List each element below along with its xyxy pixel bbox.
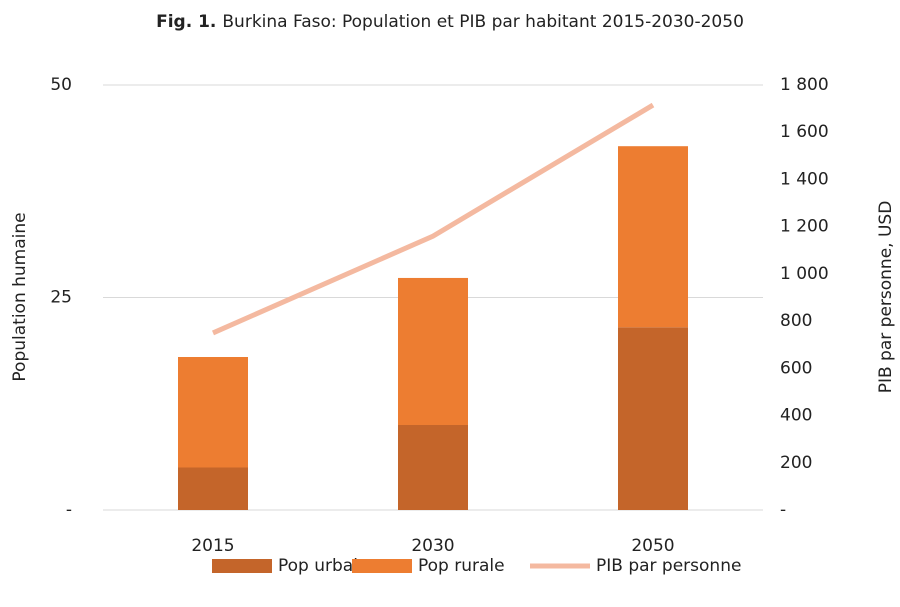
x-tick-label: 2015: [191, 536, 234, 556]
x-tick-label: 2030: [411, 536, 454, 556]
line: [211, 102, 655, 336]
bar: [398, 277, 468, 425]
bar: [178, 357, 248, 468]
y2-tick-label: 1 400: [780, 169, 829, 189]
chart-title: Burkina Faso: Population et PIB par habi…: [222, 12, 744, 32]
chart-title-group: Fig. 1. Burkina Faso: Population et PIB p…: [156, 12, 744, 32]
y2-tick-label: 600: [780, 358, 812, 378]
y-tick-label: 50: [50, 75, 72, 95]
y2-tick-label: -: [780, 500, 786, 520]
y-tick-label: -: [66, 500, 72, 520]
y2-tick-label: 200: [780, 453, 812, 473]
y2-axis-label: PIB par personne, USD: [876, 201, 896, 394]
y2-tick-label: 800: [780, 311, 812, 331]
y2-tick-label: 400: [780, 406, 812, 426]
y2-tick-label: 1 000: [780, 264, 829, 284]
legend-label: PIB par personne: [596, 556, 741, 576]
legend-swatch: [212, 559, 272, 573]
y2-tick-label: 1 800: [780, 75, 829, 95]
bar: [618, 327, 688, 510]
y-tick-label: 25: [50, 288, 72, 308]
legend-label: Pop rurale: [418, 556, 505, 576]
bar: [398, 425, 468, 510]
y2-tick-label: 1 600: [780, 122, 829, 142]
y-axis-label: Population humaine: [10, 212, 30, 381]
x-tick-label: 2050: [631, 536, 674, 556]
y2-tick-label: 1 200: [780, 217, 829, 237]
title-prefix: Fig. 1.: [156, 12, 216, 32]
bar: [178, 467, 248, 510]
legend-swatch: [352, 559, 412, 573]
bar: [618, 146, 688, 328]
